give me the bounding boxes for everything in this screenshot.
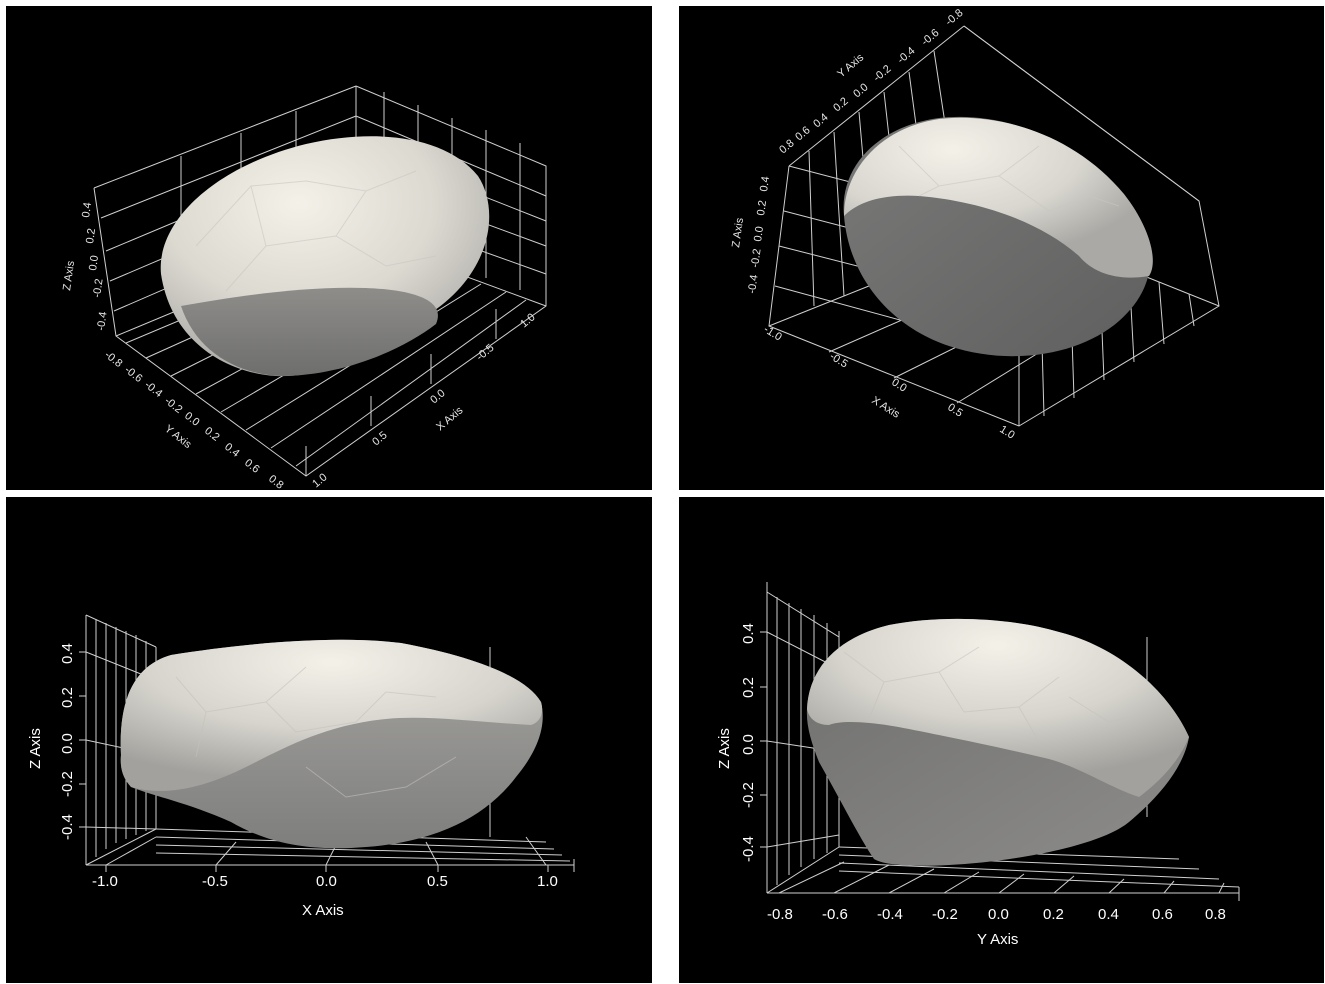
y-tick-3: -0.2: [932, 906, 958, 923]
y-tick-0: 0.8: [777, 137, 796, 156]
view-panel-perspective-1[interactable]: -0.4 -0.2 0.0 0.2 0.4 Z Axis -0.8 -0.6 -…: [6, 6, 652, 490]
z-tick-0: -0.4: [746, 274, 761, 294]
y-tick-5: 0.2: [1043, 906, 1064, 923]
y-tick-1: 0.6: [793, 124, 812, 143]
view-2-canvas[interactable]: 0.8 0.6 0.4 0.2 0.0 -0.2 -0.4 -0.6 -0.8 …: [679, 6, 1324, 490]
x-tick-0: -1.0: [92, 873, 118, 890]
z-axis-label: Z Axis: [61, 260, 77, 292]
y-tick-7: -0.6: [919, 27, 941, 48]
y-tick-2: -0.4: [877, 906, 903, 923]
x-tick-2: 0.0: [316, 873, 337, 890]
z-tick-1: -0.2: [749, 248, 764, 268]
y-tick-4: 0.0: [988, 906, 1009, 923]
x-tick-1: -0.5: [827, 350, 849, 370]
x-tick-0: -0.5: [474, 342, 496, 363]
y-tick-3: 0.2: [831, 95, 850, 114]
x-tick-4: 1.0: [997, 423, 1016, 441]
z-tick-1: -0.2: [91, 278, 106, 298]
z-tick-2: 0.0: [59, 733, 76, 754]
y-tick-5: -0.2: [871, 63, 893, 84]
z-tick-4: 0.4: [59, 643, 76, 664]
y-tick-6: -0.4: [895, 45, 917, 66]
z-tick-4: 0.4: [80, 202, 94, 219]
y-tick-8: -0.8: [943, 7, 965, 28]
y-axis-label: Y Axis: [835, 51, 866, 80]
y-tick-0: -0.8: [102, 349, 124, 370]
y-tick-8: 0.8: [1205, 906, 1226, 923]
x-tick-0: -1.0: [761, 323, 783, 343]
y-tick-1: -0.6: [122, 364, 144, 385]
x-tick-2: 0.0: [889, 376, 908, 394]
y-axis-ticks: -0.8 -0.6 -0.4 -0.2 0.0 0.2 0.4 0.6 0.8 …: [767, 906, 1226, 948]
x-axis-label: X Axis: [302, 902, 344, 919]
y-tick-4: 0.0: [182, 410, 201, 429]
z-tick-3: 0.2: [740, 677, 757, 698]
y-tick-2: 0.4: [811, 111, 830, 130]
z-axis-label: Z Axis: [716, 728, 733, 769]
x-tick-1: 0.0: [428, 387, 447, 406]
z-tick-1: -0.2: [740, 782, 757, 808]
x-axis-label: X Axis: [869, 394, 902, 421]
y-tick-2: -0.4: [142, 379, 164, 400]
asteroid-shape: [160, 136, 490, 377]
y-tick-5: 0.2: [202, 425, 221, 444]
z-tick-0: -0.4: [740, 836, 757, 862]
y-tick-6: 0.4: [1098, 906, 1119, 923]
x-tick-3: 0.5: [427, 873, 448, 890]
z-tick-2: 0.0: [740, 734, 757, 755]
view-3-canvas[interactable]: -0.4 -0.2 0.0 0.2 0.4 Z Axis -1.0 -0.5 0…: [6, 497, 652, 983]
y-tick-7: 0.6: [242, 457, 261, 476]
y-tick-3: -0.2: [162, 395, 184, 416]
z-tick-2: 0.0: [87, 255, 101, 272]
z-axis-ticks: -0.4 -0.2 0.0 0.2 0.4 Z Axis: [61, 202, 110, 332]
z-tick-1: -0.2: [59, 771, 76, 797]
x-axis-ticks: -1.0 -0.5 0.0 0.5 1.0 X Axis: [92, 873, 558, 919]
view-panel-yz[interactable]: -0.4 -0.2 0.0 0.2 0.4 Z Axis -0.8 -0.6 -…: [679, 497, 1324, 983]
x-tick-2: 0.5: [370, 429, 389, 448]
y-tick-7: 0.6: [1152, 906, 1173, 923]
y-axis-label: Y Axis: [162, 423, 194, 451]
view-panel-xz[interactable]: -0.4 -0.2 0.0 0.2 0.4 Z Axis -1.0 -0.5 0…: [6, 497, 652, 983]
asteroid-shape: [120, 639, 543, 849]
y-tick-0: -0.8: [767, 906, 793, 923]
z-tick-0: -0.4: [59, 814, 76, 840]
x-tick-3: 0.5: [945, 401, 964, 419]
asteroid-shape: [843, 116, 1153, 357]
z-tick-2: 0.0: [752, 226, 766, 243]
x-tick-1: -0.5: [202, 873, 228, 890]
x-tick-4: 1.0: [537, 873, 558, 890]
z-axis-ticks: -0.4 -0.2 0.0 0.2 0.4 Z Axis: [730, 176, 772, 295]
asteroid-shape: [806, 618, 1189, 866]
y-axis-label: Y Axis: [977, 931, 1018, 948]
y-tick-6: 0.4: [222, 441, 241, 460]
x-axis-label: X Axis: [434, 404, 466, 433]
x-tick-3: 1.0: [310, 471, 329, 490]
z-tick-0: -0.4: [95, 311, 110, 331]
y-tick-4: 0.0: [851, 81, 870, 100]
z-tick-3: 0.2: [755, 200, 769, 217]
view-1-canvas[interactable]: -0.4 -0.2 0.0 0.2 0.4 Z Axis -0.8 -0.6 -…: [6, 6, 652, 490]
z-axis-ticks: -0.4 -0.2 0.0 0.2 0.4 Z Axis: [27, 643, 76, 840]
view-4-canvas[interactable]: -0.4 -0.2 0.0 0.2 0.4 Z Axis -0.8 -0.6 -…: [679, 497, 1324, 983]
z-axis-label: Z Axis: [27, 728, 44, 769]
z-tick-4: 0.4: [758, 176, 772, 193]
z-axis-label: Z Axis: [730, 217, 746, 249]
y-tick-8: 0.8: [266, 473, 285, 490]
z-tick-3: 0.2: [59, 687, 76, 708]
z-tick-3: 0.2: [84, 228, 98, 245]
z-axis-ticks: -0.4 -0.2 0.0 0.2 0.4 Z Axis: [716, 623, 757, 862]
z-tick-4: 0.4: [740, 623, 757, 644]
y-tick-1: -0.6: [822, 906, 848, 923]
view-panel-perspective-2[interactable]: 0.8 0.6 0.4 0.2 0.0 -0.2 -0.4 -0.6 -0.8 …: [679, 6, 1324, 490]
